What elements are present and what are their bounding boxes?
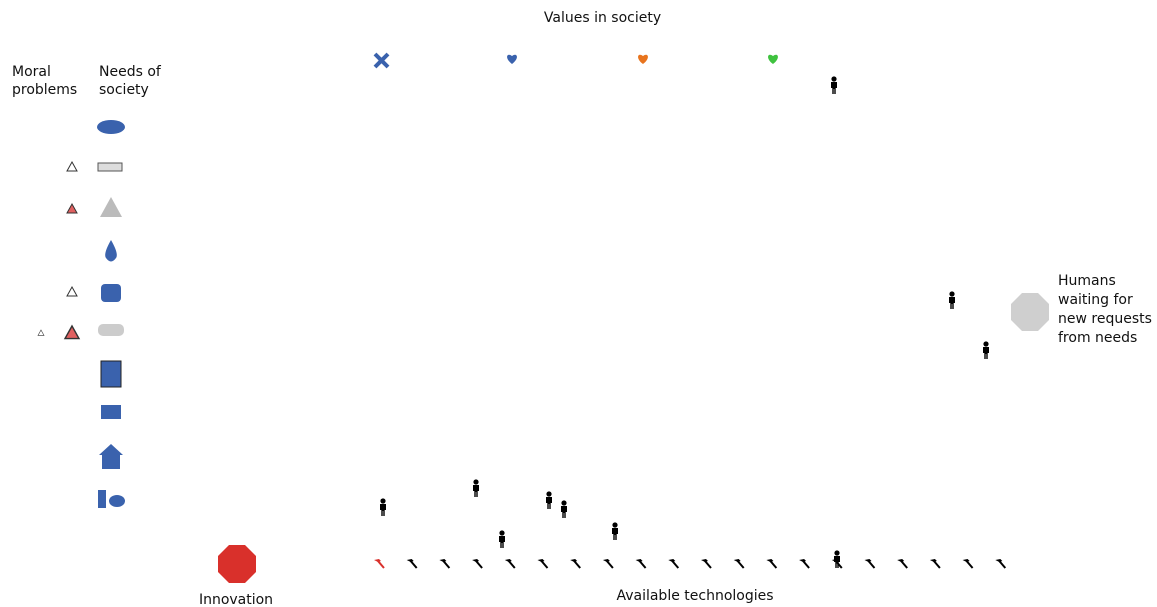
technology-icon bbox=[569, 558, 582, 569]
human bbox=[561, 500, 567, 518]
warning-icon bbox=[66, 161, 78, 172]
title: Values in society bbox=[543, 10, 662, 26]
technology-icon bbox=[471, 558, 484, 569]
warning-icon bbox=[66, 203, 78, 214]
need-icon bbox=[98, 324, 124, 336]
warning-icon bbox=[64, 325, 80, 340]
need-icon bbox=[97, 162, 123, 172]
column-label: Needs of society bbox=[99, 64, 161, 98]
value-x bbox=[373, 52, 390, 69]
human bbox=[983, 341, 989, 359]
moral-warnings bbox=[37, 161, 80, 340]
need-icon bbox=[97, 120, 125, 134]
warning-icon bbox=[66, 286, 78, 297]
human bbox=[612, 522, 618, 540]
waiting-label: Humans waiting for new requests from nee… bbox=[1058, 273, 1152, 346]
technology-icon bbox=[503, 558, 516, 569]
technology-icon bbox=[700, 558, 712, 569]
need-icon bbox=[98, 490, 106, 508]
technology-icon bbox=[667, 558, 680, 569]
innovation-node bbox=[218, 545, 256, 583]
human bbox=[546, 491, 552, 509]
human bbox=[949, 291, 955, 309]
technologies-label: Available technologies bbox=[616, 588, 774, 604]
human bbox=[499, 530, 505, 548]
value-heart bbox=[768, 54, 778, 64]
innovation-label: Innovation bbox=[198, 592, 274, 607]
human bbox=[473, 479, 479, 497]
technology-icon bbox=[961, 558, 974, 569]
need-icon bbox=[101, 284, 121, 302]
technology-icon bbox=[373, 558, 385, 569]
technology-icon bbox=[994, 558, 1007, 569]
technologies bbox=[373, 558, 1007, 569]
need-icon bbox=[105, 240, 117, 262]
values-icons bbox=[373, 52, 778, 69]
warning-icon bbox=[37, 329, 45, 336]
column-label: Moral problems bbox=[12, 64, 78, 98]
needs-icons bbox=[97, 120, 125, 508]
need-icon bbox=[99, 444, 123, 469]
waiting-node bbox=[1011, 293, 1049, 331]
human bbox=[380, 498, 386, 516]
technology-icon bbox=[536, 558, 549, 569]
technology-icon bbox=[928, 558, 941, 569]
value-heart bbox=[638, 54, 648, 64]
need-icon bbox=[100, 360, 122, 388]
technology-icon bbox=[863, 558, 876, 569]
technology-icon bbox=[601, 558, 614, 569]
need-icon bbox=[101, 405, 121, 419]
technology-icon bbox=[405, 558, 418, 569]
humans bbox=[380, 76, 989, 568]
human bbox=[831, 76, 837, 94]
technology-icon bbox=[798, 558, 811, 569]
technology-icon bbox=[830, 558, 843, 569]
technology-icon bbox=[438, 558, 451, 569]
technology-icon bbox=[896, 558, 909, 569]
technology-icon bbox=[634, 558, 647, 569]
technology-icon bbox=[765, 558, 778, 569]
need-icon bbox=[100, 197, 122, 217]
need-icon bbox=[109, 495, 125, 507]
value-heart bbox=[507, 54, 517, 64]
technology-icon bbox=[732, 558, 745, 569]
